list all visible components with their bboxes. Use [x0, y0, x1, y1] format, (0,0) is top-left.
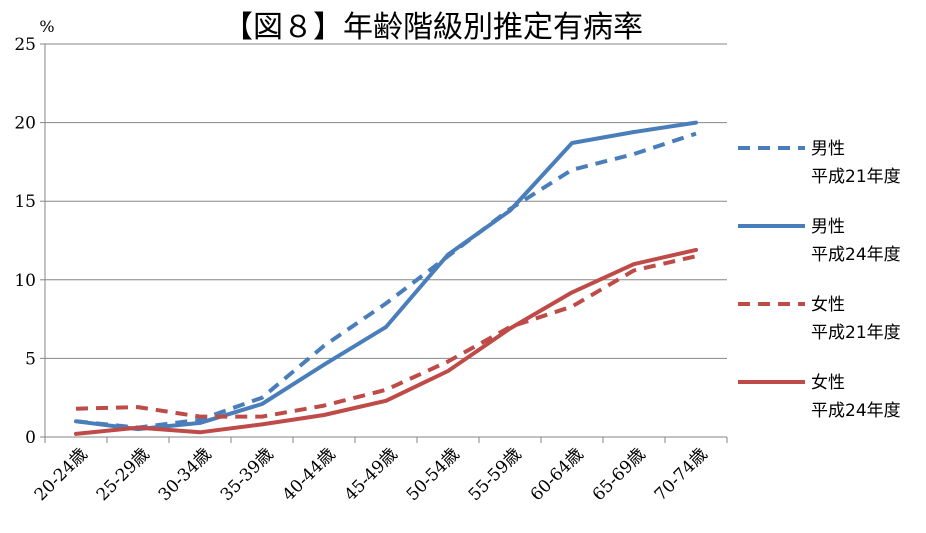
x-tick-label: 30-34歳: [155, 444, 216, 505]
series-line-3: [75, 254, 697, 419]
x-tick-label: 20-24歳: [31, 444, 92, 505]
series-line-2: [74, 120, 698, 432]
legend-label: 平成24年度: [811, 245, 901, 265]
x-tick-label: 50-54歳: [403, 444, 464, 505]
legend-label: 平成21年度: [811, 167, 901, 187]
y-unit-label: %: [39, 17, 54, 36]
x-tick-labels: 20-24歳 25-29歳 30-34歳 35-39歳 40-44歳 45-49歳 50-5…: [31, 444, 712, 505]
legend-label: 女性: [811, 373, 845, 393]
y-tick-labels: 0 5 10 15 20 25: [14, 35, 36, 448]
series-line-4: [74, 247, 698, 436]
y-tick-label: 10: [14, 271, 36, 291]
legend-label: 男性: [811, 217, 845, 237]
series-line-1: [75, 131, 697, 430]
legend-label: 女性: [811, 295, 845, 315]
legend-label: 平成21年度: [811, 323, 901, 343]
gridlines: [45, 43, 727, 359]
legend-label: 平成24年度: [811, 401, 901, 421]
axes: [40, 43, 728, 443]
x-tick-label: 35-39歳: [217, 444, 278, 505]
y-tick-label: 20: [14, 114, 36, 134]
legend-label: 男性: [811, 139, 845, 159]
y-tick-label: 15: [14, 192, 36, 212]
y-tick-label: 0: [25, 428, 36, 448]
chart-title: 【図８】年齢階級別推定有病率: [223, 10, 643, 45]
y-tick-label: 5: [25, 349, 36, 369]
x-tick-label: 60-64歳: [527, 444, 588, 505]
series-lines: [74, 120, 698, 436]
x-tick-label: 40-44歳: [279, 444, 340, 505]
x-tick-label: 70-74歳: [651, 444, 712, 505]
x-tick-label: 55-59歳: [465, 444, 526, 505]
y-tick-label: 25: [14, 35, 36, 55]
x-tick-label: 65-69歳: [589, 444, 650, 505]
x-tick-label: 45-49歳: [341, 444, 402, 505]
x-tick-label: 25-29歳: [93, 444, 154, 505]
